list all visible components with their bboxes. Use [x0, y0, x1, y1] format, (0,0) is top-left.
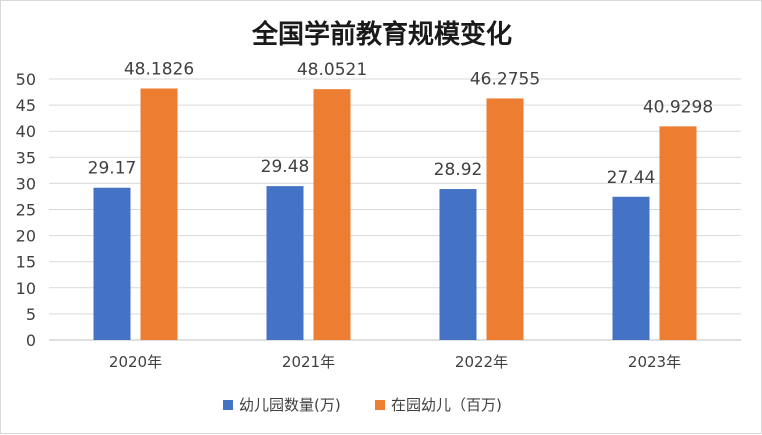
legend-swatch — [375, 400, 385, 410]
bar-kindergartens-0 — [93, 187, 131, 340]
data-labels: 29.17 48.1826 29.48 48.0521 28.92 46.2755 27.4… — [88, 59, 713, 187]
y-tick-label: 40 — [16, 122, 36, 141]
bar-kindergartens-3 — [612, 196, 650, 340]
y-tick-label: 25 — [16, 201, 36, 220]
data-label: 46.2755 — [470, 69, 540, 89]
bars — [93, 88, 697, 341]
y-tick-label: 35 — [16, 148, 36, 167]
y-tick-label: 30 — [16, 174, 36, 193]
data-label: 28.92 — [434, 160, 483, 180]
data-label: 27.44 — [607, 168, 656, 188]
data-label: 48.0521 — [297, 60, 367, 80]
legend-label: 幼儿园数量(万) — [239, 396, 341, 414]
data-label: 29.48 — [261, 157, 310, 177]
bar-children-3 — [659, 126, 697, 341]
legend: 幼儿园数量(万) 在园幼儿（百万) — [223, 396, 502, 414]
bar-children-0 — [140, 88, 178, 340]
y-tick-label: 10 — [16, 279, 36, 298]
data-label: 29.17 — [88, 159, 137, 179]
y-tick-label: 20 — [16, 227, 36, 246]
x-tick-label: 2022年 — [455, 353, 508, 371]
bar-kindergartens-1 — [266, 186, 304, 340]
chart-title: 全国学前教育规模变化 — [251, 19, 512, 50]
bar-children-2 — [486, 98, 524, 340]
data-label: 40.9298 — [643, 97, 713, 117]
bar-children-1 — [313, 89, 351, 341]
x-tick-label: 2023年 — [628, 353, 681, 371]
x-axis: 2020年 2021年 2022年 2023年 — [109, 353, 681, 371]
y-tick-label: 45 — [16, 96, 36, 115]
legend-swatch — [223, 400, 233, 410]
data-label: 48.1826 — [124, 59, 194, 79]
legend-label: 在园幼儿（百万) — [391, 396, 502, 414]
y-tick-label: 5 — [26, 305, 36, 324]
y-tick-label: 15 — [16, 253, 36, 272]
x-tick-label: 2020年 — [109, 353, 162, 371]
x-tick-label: 2021年 — [282, 353, 335, 371]
y-tick-label: 50 — [16, 70, 36, 89]
bar-kindergartens-2 — [439, 189, 477, 340]
y-tick-label: 0 — [26, 331, 36, 350]
y-axis: 0 5 10 15 20 25 30 35 40 45 50 — [16, 70, 36, 350]
